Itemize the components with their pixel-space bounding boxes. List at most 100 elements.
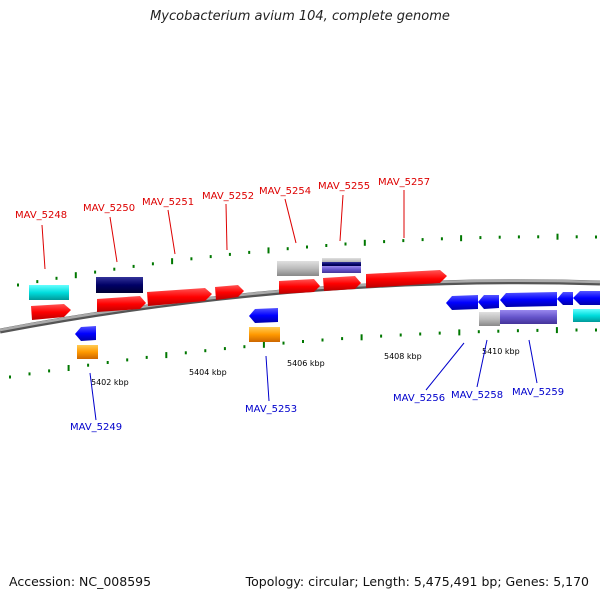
blue-gene-arrow[interactable] <box>500 292 557 307</box>
gene-label-mav-5249[interactable]: MAV_5249 <box>70 422 122 433</box>
minor-tick <box>184 351 187 355</box>
minor-tick <box>106 361 109 364</box>
forward-gene-labels <box>41 190 405 270</box>
red-gene-arrow[interactable] <box>31 304 71 320</box>
accession-text: Accession: NC_008595 <box>9 574 152 589</box>
map-title: Mycobacterium avium 104, complete genome <box>150 9 450 24</box>
grey-gene-box[interactable] <box>322 258 361 265</box>
minor-tick <box>209 255 212 259</box>
major-tick <box>171 258 174 265</box>
minor-tick <box>595 235 597 239</box>
minor-tick <box>383 240 386 244</box>
gene-label-mav-5259[interactable]: MAV_5259 <box>512 387 564 398</box>
minor-tick <box>204 349 207 353</box>
scale-label: 5404 kbp <box>189 368 227 377</box>
gene-label-mav-5258[interactable]: MAV_5258 <box>451 390 503 401</box>
minor-tick <box>440 237 443 241</box>
minor-tick <box>344 242 347 246</box>
gene-label-mav-5248[interactable]: MAV_5248 <box>15 210 67 221</box>
minor-tick <box>399 333 402 337</box>
minor-tick <box>17 283 19 287</box>
scale-label: 5410 kbp <box>482 347 520 356</box>
major-tick <box>165 352 168 359</box>
blue-gene-arrow[interactable] <box>557 292 573 305</box>
gene-label-mav-5252[interactable]: MAV_5252 <box>202 191 254 202</box>
gene-label-mav-5257[interactable]: MAV_5257 <box>378 177 430 188</box>
gene-label-mav-5254[interactable]: MAV_5254 <box>259 186 311 197</box>
minor-tick <box>9 375 11 379</box>
minor-tick <box>113 267 116 271</box>
minor-tick <box>55 276 58 280</box>
red-gene-arrow[interactable] <box>366 270 447 288</box>
scale-label: 5406 kbp <box>287 359 325 368</box>
minor-tick <box>48 369 51 373</box>
minor-tick <box>595 328 597 332</box>
red-gene-arrow[interactable] <box>97 296 146 312</box>
red-gene-arrow[interactable] <box>215 285 244 300</box>
major-tick <box>360 334 363 341</box>
minor-tick <box>190 257 193 261</box>
red-gene-arrow[interactable] <box>147 288 212 306</box>
minor-tick <box>223 347 226 351</box>
gene-label-mav-5256[interactable]: MAV_5256 <box>393 393 445 404</box>
minor-tick <box>28 372 31 376</box>
orange-gene-box[interactable] <box>249 327 280 342</box>
minor-tick <box>498 235 501 239</box>
major-tick <box>363 239 366 246</box>
gene-label-mav-5255[interactable]: MAV_5255 <box>318 181 370 192</box>
scale-labels: 5402 kbp 5404 kbp 5406 kbp 5408 kbp 5410… <box>91 347 520 387</box>
minor-tick <box>438 331 441 335</box>
minor-tick <box>575 328 578 332</box>
blue-gene-arrow[interactable] <box>446 295 478 310</box>
minor-tick <box>126 358 129 362</box>
cyan-gene-box[interactable] <box>29 285 69 300</box>
inner-tick-marks <box>9 327 597 379</box>
gene-label-mav-5251[interactable]: MAV_5251 <box>142 197 194 208</box>
navy-gene-box[interactable] <box>96 277 143 293</box>
gene-label-mav-5253[interactable]: MAV_5253 <box>245 404 297 415</box>
major-tick <box>458 329 461 336</box>
minor-tick <box>497 329 500 333</box>
minor-tick <box>282 341 285 345</box>
minor-tick <box>477 330 480 334</box>
purple-gene-box[interactable] <box>322 266 361 273</box>
cyan-gene-box[interactable] <box>573 309 600 322</box>
red-gene-arrow[interactable] <box>323 276 361 291</box>
major-tick <box>262 341 265 348</box>
blue-gene-arrow[interactable] <box>573 291 600 305</box>
orange-gene-box[interactable] <box>77 345 98 359</box>
minor-tick <box>228 252 231 256</box>
blue-gene-arrow[interactable] <box>75 326 96 341</box>
minor-tick <box>380 334 383 338</box>
minor-tick <box>36 280 39 284</box>
reverse-gene-labels <box>89 339 538 421</box>
minor-tick <box>302 340 304 343</box>
minor-tick <box>536 328 539 332</box>
minor-tick <box>517 235 520 239</box>
minor-tick <box>286 247 289 251</box>
minor-tick <box>402 239 405 243</box>
grey-gene-box[interactable] <box>277 261 319 276</box>
minor-tick <box>479 236 482 240</box>
navy-gene-box[interactable] <box>322 262 361 267</box>
minor-tick <box>325 244 328 247</box>
minor-tick <box>94 270 97 274</box>
scale-label: 5402 kbp <box>91 378 129 387</box>
major-tick <box>556 233 559 240</box>
blue-gene-arrow[interactable] <box>478 295 499 309</box>
minor-tick <box>575 235 578 239</box>
grey-gene-box[interactable] <box>479 312 500 326</box>
minor-tick <box>243 345 246 349</box>
major-tick <box>74 272 77 279</box>
major-tick <box>460 235 463 242</box>
minor-tick <box>151 262 154 266</box>
purple-gene-box[interactable] <box>500 310 557 324</box>
minor-tick <box>421 238 424 242</box>
blue-gene-arrow[interactable] <box>249 308 278 323</box>
red-gene-arrow[interactable] <box>279 279 320 294</box>
gene-label-mav-5250[interactable]: MAV_5250 <box>83 203 135 214</box>
scale-label: 5408 kbp <box>384 352 422 361</box>
minor-tick <box>516 329 519 333</box>
minor-tick <box>306 245 308 249</box>
minor-tick <box>537 235 540 239</box>
